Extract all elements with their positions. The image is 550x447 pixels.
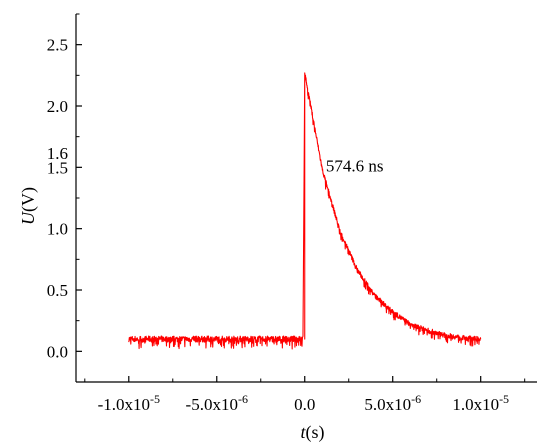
y-axis-title: U(V) — [18, 187, 39, 225]
x-axis-title-unit: (s) — [306, 422, 325, 443]
data-series-line — [128, 72, 482, 350]
y-axis-title-symbol: U — [18, 211, 38, 225]
x-tick-label: -5.0x10-6 — [186, 392, 248, 414]
x-tick-label: 0.0 — [294, 395, 315, 414]
x-axis-title: t(s) — [300, 422, 324, 443]
y-tick-label: 0.5 — [47, 281, 68, 300]
plot-area — [128, 72, 482, 350]
x-tick-label: 1.0x10-5 — [452, 392, 509, 414]
y-extra-label: 1.6 — [47, 144, 68, 163]
x-axis-title-symbol: t — [300, 422, 306, 442]
y-tick-label: 1.0 — [47, 220, 68, 239]
y-axis-title-unit: (V) — [18, 187, 39, 212]
axes — [75, 13, 537, 383]
decay-time-annotation: 574.6 ns — [326, 156, 384, 175]
tick-labels: 0.0 0.5 1.0 1.5 2.0 2.5 1.6 -1.0x10-5 -5.0x10-6 0… — [47, 36, 509, 414]
y-tick-label: 1.5 — [47, 158, 68, 177]
x-tick-label: -1.0x10-5 — [98, 392, 160, 414]
y-tick-label: 2.0 — [47, 97, 68, 116]
y-tick-label: 2.5 — [47, 36, 68, 55]
x-tick-label: 5.0x10-6 — [364, 392, 421, 414]
y-tick-label: 0.0 — [47, 342, 68, 361]
